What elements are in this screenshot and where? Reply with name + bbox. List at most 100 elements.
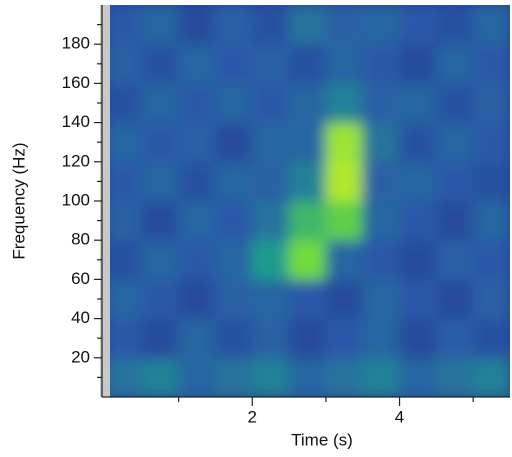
heatmap-cell bbox=[325, 43, 364, 84]
heatmap-cell bbox=[178, 122, 216, 163]
heatmap-cell bbox=[214, 122, 253, 163]
y-tick-label: 100 bbox=[62, 190, 90, 209]
heatmap-cell bbox=[362, 278, 401, 320]
heatmap-cell bbox=[435, 239, 474, 280]
heatmap-cell bbox=[288, 318, 327, 359]
heatmap-cell bbox=[362, 200, 401, 241]
heatmap-cell bbox=[362, 82, 401, 124]
y-tick-label: 120 bbox=[62, 151, 90, 170]
heatmap-cell bbox=[472, 357, 510, 397]
left-strip bbox=[100, 5, 110, 397]
heatmap-cell bbox=[251, 161, 290, 202]
heatmap-cell bbox=[472, 239, 510, 280]
heatmap-cell bbox=[105, 357, 143, 397]
heatmap-cell bbox=[141, 318, 180, 359]
heatmap-cell bbox=[435, 357, 474, 397]
heatmap-cell bbox=[435, 200, 474, 241]
heatmap-cell bbox=[399, 43, 437, 84]
heatmap-cell bbox=[141, 161, 180, 202]
heatmap-cell bbox=[178, 357, 216, 397]
heatmap-cell bbox=[178, 239, 216, 280]
heatmap-cell bbox=[141, 200, 180, 241]
heatmap-cell bbox=[141, 239, 180, 280]
heatmap-cell bbox=[472, 318, 510, 359]
heatmap-cell bbox=[288, 161, 327, 202]
heatmap-cell bbox=[178, 43, 216, 84]
heatmap-cell bbox=[141, 82, 180, 124]
heatmap-cell bbox=[399, 122, 437, 163]
heatmap-cell bbox=[105, 5, 143, 45]
heatmap-cell bbox=[251, 5, 290, 45]
heatmap-cell bbox=[288, 200, 327, 241]
heatmap-cell bbox=[141, 357, 180, 397]
heatmap-cell bbox=[362, 357, 401, 397]
heatmap-cell bbox=[325, 122, 364, 163]
heatmap-cell bbox=[105, 161, 143, 202]
heatmap-cell bbox=[178, 82, 216, 124]
heatmap-cell bbox=[362, 122, 401, 163]
heatmap-cell bbox=[214, 200, 253, 241]
heatmap-cell bbox=[178, 318, 216, 359]
heatmap-cell bbox=[214, 43, 253, 84]
heatmap-cell bbox=[362, 161, 401, 202]
heatmap-cell bbox=[178, 200, 216, 241]
heatmap-cell bbox=[435, 278, 474, 320]
heatmap-cell bbox=[251, 43, 290, 84]
x-tick-label: 2 bbox=[248, 407, 257, 426]
heatmap-cell bbox=[472, 200, 510, 241]
heatmap-cell bbox=[435, 122, 474, 163]
heatmap-cell bbox=[178, 161, 216, 202]
heatmap-cell bbox=[288, 122, 327, 163]
heatmap-cells bbox=[105, 5, 510, 397]
heatmap-cell bbox=[105, 200, 143, 241]
heatmap-cell bbox=[435, 161, 474, 202]
heatmap-cell bbox=[399, 5, 437, 45]
heatmap-cell bbox=[251, 318, 290, 359]
heatmap-cell bbox=[288, 357, 327, 397]
heatmap-cell bbox=[105, 278, 143, 320]
heatmap-cell bbox=[178, 5, 216, 45]
heatmap-cell bbox=[435, 318, 474, 359]
heatmap-cell bbox=[251, 278, 290, 320]
heatmap-cell bbox=[141, 122, 180, 163]
heatmap-cell bbox=[399, 82, 437, 124]
heatmap-cell bbox=[362, 5, 401, 45]
heatmap-cell bbox=[472, 278, 510, 320]
heatmap-cell bbox=[399, 278, 437, 320]
heatmap-cell bbox=[435, 5, 474, 45]
heatmap-cell bbox=[472, 161, 510, 202]
heatmap-cell bbox=[214, 278, 253, 320]
heatmap-cell bbox=[251, 122, 290, 163]
heatmap-cell bbox=[214, 82, 253, 124]
heatmap-cell bbox=[362, 43, 401, 84]
heatmap-cell bbox=[214, 318, 253, 359]
heatmap-cell bbox=[472, 122, 510, 163]
heatmap-cell bbox=[399, 200, 437, 241]
heatmap-cell bbox=[214, 239, 253, 280]
x-tick-label: 4 bbox=[395, 407, 404, 426]
heatmap-cell bbox=[105, 122, 143, 163]
heatmap-cell bbox=[288, 278, 327, 320]
heatmap-cell bbox=[214, 357, 253, 397]
heatmap-cell bbox=[325, 239, 364, 280]
heatmap-cell bbox=[325, 318, 364, 359]
heatmap-cell bbox=[399, 357, 437, 397]
heatmap-cell bbox=[251, 357, 290, 397]
heatmap-cell bbox=[435, 43, 474, 84]
y-tick-label: 180 bbox=[62, 34, 90, 53]
heatmap-cell bbox=[325, 200, 364, 241]
plot-area bbox=[105, 5, 510, 397]
heatmap-cell bbox=[325, 278, 364, 320]
heatmap-cell bbox=[325, 357, 364, 397]
heatmap-cell bbox=[141, 43, 180, 84]
heatmap-cell bbox=[141, 5, 180, 45]
heatmap-cell bbox=[251, 200, 290, 241]
y-axis-label: Frequency (Hz) bbox=[9, 142, 28, 259]
y-tick-label: 20 bbox=[71, 347, 90, 366]
heatmap-cell bbox=[105, 239, 143, 280]
heatmap-cell bbox=[288, 5, 327, 45]
heatmap-cell bbox=[325, 5, 364, 45]
heatmap-cell bbox=[362, 239, 401, 280]
y-tick-label: 40 bbox=[71, 308, 90, 327]
